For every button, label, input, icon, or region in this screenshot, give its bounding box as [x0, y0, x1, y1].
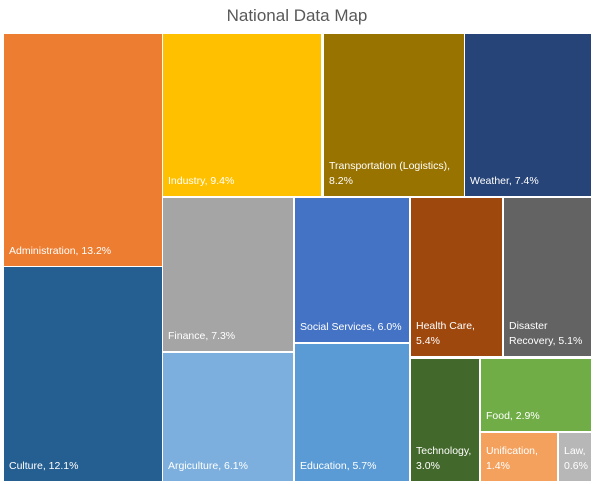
- tile-social-services: [295, 198, 409, 342]
- tile-label-food: Food, 2.9%: [486, 410, 540, 422]
- tile-transportation-logistics: [324, 34, 464, 196]
- tile-label-argiculture: Argiculture, 6.1%: [168, 460, 248, 472]
- tile-weather: [465, 34, 591, 196]
- tile-label-administration: Administration, 13.2%: [9, 245, 111, 257]
- tile-food: [481, 359, 591, 431]
- tile-label-technology: Technology, 3.0%: [416, 445, 471, 472]
- tile-law: [559, 433, 591, 481]
- tile-unification: [481, 433, 557, 481]
- tile-label-social-services: Social Services, 6.0%: [300, 321, 402, 333]
- tile-label-industry: Industry, 9.4%: [168, 175, 234, 187]
- tile-label-transportation-logistics: Transportation (Logistics), 8.2%: [329, 160, 450, 187]
- tile-label-unification: Unification, 1.4%: [486, 445, 538, 472]
- tile-administration: [4, 34, 162, 266]
- tile-label-education: Education, 5.7%: [300, 460, 376, 472]
- tile-label-disaster-recovery: Disaster Recovery, 5.1%: [509, 320, 582, 347]
- tile-label-weather: Weather, 7.4%: [470, 175, 539, 187]
- tile-finance: [163, 198, 293, 351]
- chart-title: National Data Map: [226, 6, 368, 25]
- tile-technology: [411, 359, 479, 481]
- tile-education: [295, 344, 409, 481]
- tile-argiculture: [163, 353, 293, 481]
- tile-label-culture: Culture, 12.1%: [9, 460, 78, 472]
- tile-label-finance: Finance, 7.3%: [168, 330, 235, 342]
- tile-disaster-recovery: [504, 198, 591, 356]
- tile-health-care: [411, 198, 502, 356]
- tile-label-health-care: Health Care, 5.4%: [416, 320, 475, 347]
- tile-culture: [4, 267, 162, 481]
- tile-label-law: Law, 0.6%: [564, 445, 588, 472]
- tile-industry: [163, 34, 321, 196]
